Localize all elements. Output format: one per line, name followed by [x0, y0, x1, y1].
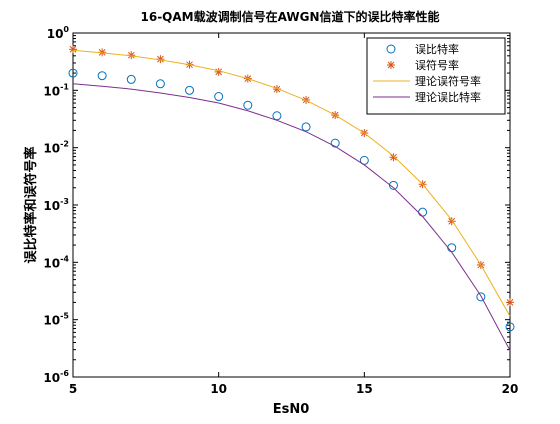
data-point [185, 85, 195, 95]
legend-swatch [386, 44, 396, 54]
series-3 [72, 49, 511, 317]
legend-label: 理论误比特率 [415, 90, 481, 104]
data-point [476, 292, 486, 302]
series-4 [72, 83, 511, 351]
legend-label: 误符号率 [415, 58, 459, 72]
data-point [69, 45, 77, 54]
x-tick-label: 5 [69, 382, 77, 396]
y-tick-labels: 10-6 10-5 10-4 10-3 10-2 10-1 100 [43, 25, 69, 385]
data-point [389, 153, 398, 162]
x-tick-labels: 5 10 15 20 [69, 382, 519, 396]
series-layer [68, 45, 515, 351]
data-point [505, 322, 515, 332]
x-axis-title: EsN0 [273, 402, 310, 417]
y-tick-label: 10-2 [43, 140, 69, 156]
axis-ticks [72, 32, 511, 378]
data-point [68, 68, 78, 78]
x-tick-label: 20 [502, 382, 519, 396]
y-tick-label: 10-6 [43, 369, 69, 385]
data-point [506, 298, 514, 307]
data-point [214, 92, 224, 102]
legend-label: 误比特率 [415, 42, 459, 56]
y-tick-label: 10-1 [43, 82, 69, 98]
data-point [97, 71, 107, 81]
y-tick-label: 10-4 [43, 254, 69, 270]
y-tick-label: 100 [47, 25, 70, 41]
data-point [301, 122, 311, 132]
x-tick-label: 15 [356, 382, 373, 396]
y-axis-title: 误比特率和误符号率 [23, 146, 39, 263]
data-point [272, 85, 281, 94]
series-line [72, 83, 511, 351]
data-point [243, 100, 253, 110]
data-point [155, 79, 165, 89]
legend-label: 理论误符号率 [415, 74, 481, 88]
legend-swatch [387, 61, 395, 69]
data-point [330, 138, 340, 148]
data-point [388, 180, 398, 190]
chart-title: 16-QAM载波调制信号在AWGN信道下的误比特率性能 [141, 9, 440, 24]
y-tick-label: 10-3 [43, 197, 69, 213]
data-point [127, 51, 136, 60]
legend-box [366, 37, 506, 115]
data-point [126, 74, 136, 84]
x-tick-label: 10 [210, 382, 227, 396]
legend-entry: 理论误符号率 [373, 74, 481, 88]
series-line [72, 49, 511, 317]
data-point [272, 111, 282, 121]
legend-entry: 误比特率 [386, 42, 459, 56]
y-tick-label: 10-5 [43, 312, 69, 328]
legend-entry: 理论误比特率 [373, 90, 481, 104]
legend-entry: 误符号率 [387, 58, 459, 72]
